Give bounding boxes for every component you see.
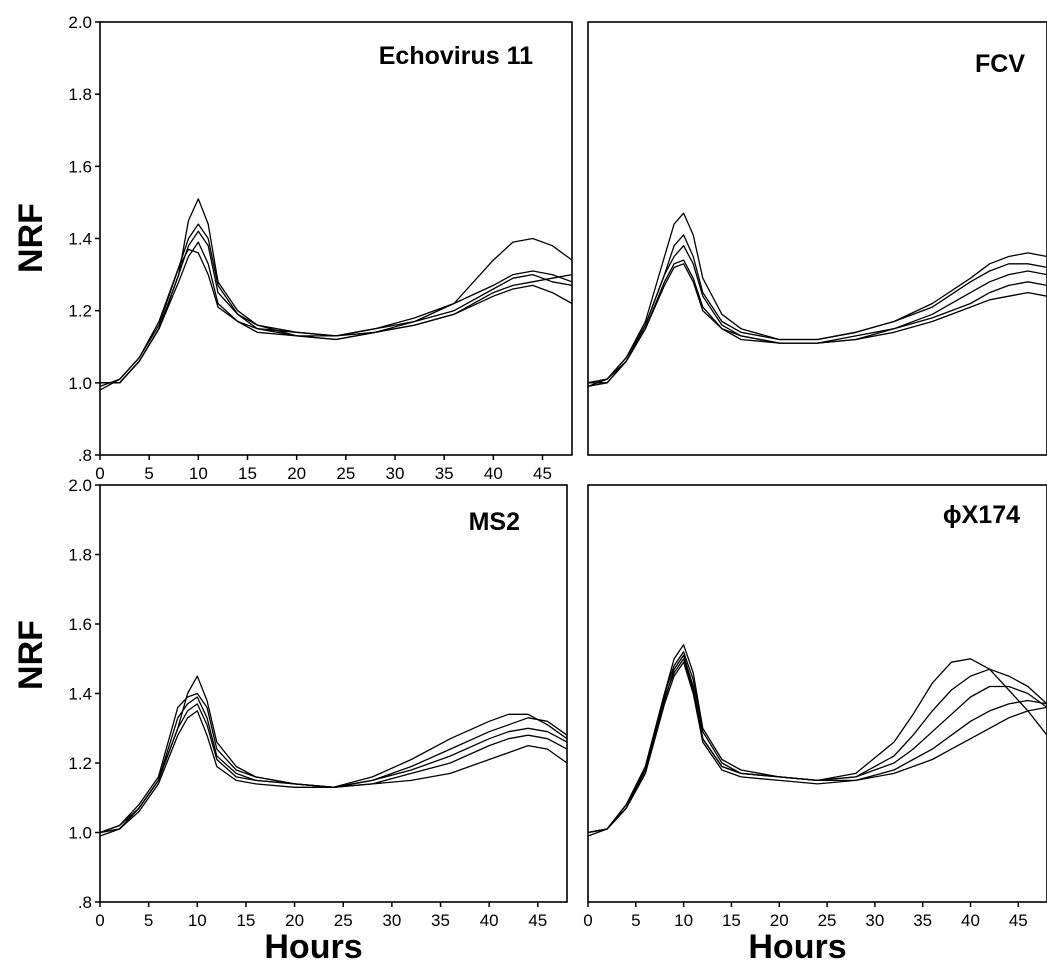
panel-1-plot-frame (587, 21, 1047, 456)
panel-0-y-tick-label-6: 2.0 (68, 13, 92, 32)
panel-3-x-tick-label-0: 0 (583, 911, 592, 930)
panel-0-series-line-2 (100, 230, 573, 384)
panel-0-plot-frame (99, 21, 573, 456)
panel-2-x-tick-label-7: 35 (431, 911, 450, 930)
panel-3-x-tick-label-8: 40 (961, 911, 980, 930)
panel-0-y-tick-label-5: 1.8 (68, 85, 92, 104)
panel-0-series-line-3 (100, 241, 573, 384)
panel-2-x-tick-label-1: 5 (144, 911, 153, 930)
panel-3-x-tick-label-4: 20 (770, 911, 789, 930)
panel-2-x-tick-label-6: 30 (382, 911, 401, 930)
panel-0-x-tick-label-9: 45 (533, 464, 552, 483)
panel-1-title: FCV (975, 50, 1025, 78)
panel-2-title: MS2 (469, 508, 520, 536)
panel-2-y-axis-label: NRF (12, 620, 50, 690)
panel-3-series-line-2 (587, 654, 1047, 837)
panel-0-y-tick-label-1: 1.0 (68, 374, 92, 393)
panel-2-x-tick-label-9: 45 (528, 911, 547, 930)
panel-2-y-tick-label-1: 1.0 (68, 824, 92, 843)
panel-1-series-line-1 (587, 234, 1047, 388)
panel-0-y-tick-label-3: 1.4 (68, 230, 92, 249)
panel-3-series-line-3 (587, 658, 1047, 834)
panel-0-title: Echovirus 11 (379, 42, 533, 70)
panel-2-series-line-1 (99, 692, 568, 834)
panel-3-plot-frame (587, 484, 1047, 903)
panel-0-y-tick-label-2: 1.2 (68, 302, 92, 321)
panel-0-y-axis-label: NRF (12, 203, 50, 273)
panel-0-x-tick-label-2: 10 (189, 464, 208, 483)
panel-2-x-tick-label-0: 0 (95, 911, 104, 930)
panel-3-x-tick-label-6: 30 (865, 911, 884, 930)
panel-1-series-line-2 (587, 245, 1047, 384)
panel-1-series-line-4 (587, 263, 1047, 388)
panel-0-x-tick-label-0: 0 (95, 464, 104, 483)
panel-2-series-line-3 (99, 703, 568, 834)
panel-1-series-line-0 (587, 212, 1047, 384)
panel-3-x-tick-label-1: 5 (631, 911, 640, 930)
panel-2-y-tick-label-2: 1.2 (68, 754, 92, 773)
panel-2-y-tick-label-4: 1.6 (68, 615, 92, 634)
panel-2-x-tick-label-5: 25 (334, 911, 353, 930)
panel-0-x-tick-label-5: 25 (336, 464, 355, 483)
panel-0-x-tick-label-7: 35 (435, 464, 454, 483)
panel-0-x-tick-label-4: 20 (287, 464, 306, 483)
panel-0-x-tick-label-6: 30 (386, 464, 405, 483)
panel-2-x-tick-label-4: 20 (285, 911, 304, 930)
panel-2-y-tick-label-3: 1.4 (68, 685, 92, 704)
panel-0-y-tick-label-4: 1.6 (68, 157, 92, 176)
panel-3-x-tick-label-3: 15 (722, 911, 741, 930)
panel-2-plot-frame (99, 484, 568, 903)
panel-0-series-line-4 (99, 248, 573, 391)
panel-2-y-tick-label-6: 2.0 (68, 476, 92, 495)
panel-2-series-line-4 (99, 710, 568, 834)
panel-3-series-line-4 (587, 661, 1047, 834)
panel-3-x-tick-label-7: 35 (913, 911, 932, 930)
panel-3-x-axis-label: Hours (748, 928, 846, 964)
panel-0-x-tick-label-1: 5 (144, 464, 153, 483)
panel-1-series-line-3 (588, 259, 1047, 384)
panel-3-x-tick-label-5: 25 (818, 911, 837, 930)
panel-2-y-tick-label-0: .8 (78, 893, 92, 912)
panel-2-x-tick-label-3: 15 (236, 911, 255, 930)
panel-2-y-tick-label-5: 1.8 (68, 546, 92, 565)
panel-3-title: ϕX174 (943, 501, 1020, 529)
panel-3-x-tick-label-2: 10 (674, 911, 693, 930)
panel-3-series-line-1 (587, 651, 1047, 834)
panel-0-series-line-1 (99, 223, 573, 388)
panel-2-x-tick-label-2: 10 (188, 911, 207, 930)
panel-2-x-tick-label-8: 40 (480, 911, 499, 930)
panel-2-x-axis-label: Hours (264, 928, 362, 964)
panel-0-x-tick-label-8: 40 (484, 464, 503, 483)
panel-0-y-tick-label-0: .8 (78, 446, 92, 465)
panel-0-x-tick-label-3: 15 (238, 464, 257, 483)
panel-3-x-tick-label-9: 45 (1009, 911, 1028, 930)
